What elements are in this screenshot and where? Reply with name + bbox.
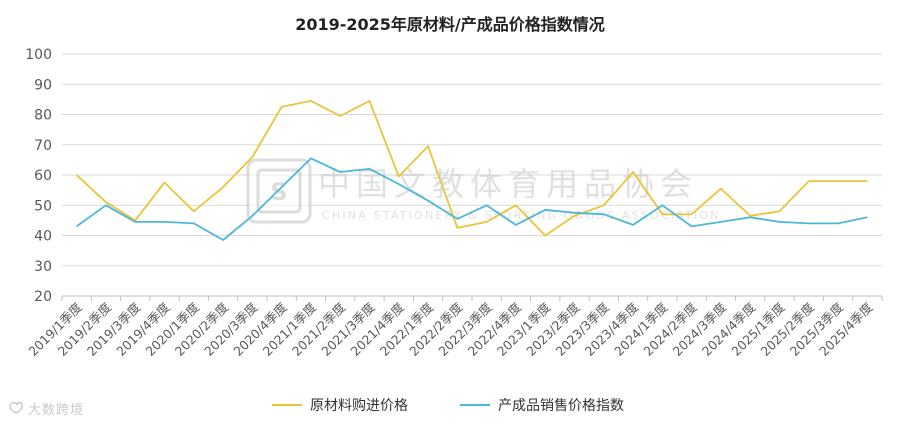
y-tick-label: 80 xyxy=(34,108,52,124)
y-tick-label: 60 xyxy=(34,168,52,184)
legend-label-1: 原材料购进价格 xyxy=(310,398,408,414)
x-axis-ticks: 2019/1季度2019/2季度2019/3季度2019/4季度2020/1季度… xyxy=(25,296,883,359)
y-tick-label: 50 xyxy=(34,198,52,214)
series-line-2 xyxy=(76,157,868,241)
y-tick-label: 30 xyxy=(34,259,52,275)
brand-watermark: 大数跨境 xyxy=(8,399,84,418)
watermark-logo-glyph: S xyxy=(270,178,287,206)
y-tick-label: 70 xyxy=(34,138,52,154)
watermark-cn-text: 中国文教体育用品协会 xyxy=(318,165,698,203)
y-axis-ticks: 20 30 40 50 60 70 80 90 100 xyxy=(25,47,52,305)
gridlines xyxy=(62,53,882,297)
series-layer xyxy=(75,100,868,241)
y-tick-label: 90 xyxy=(34,77,52,93)
chart-title: 2019-2025年原材料/产成品价格指数情况 xyxy=(295,15,605,34)
y-tick-label: 100 xyxy=(25,47,52,63)
legend: 原材料购进价格 产成品销售价格指数 xyxy=(272,398,624,414)
watermark-en-text: CHINA STATIONERY & SPORTING GOODS ASSOCI… xyxy=(322,209,721,222)
watermark-logo-inner xyxy=(256,168,302,214)
series-line-1 xyxy=(75,100,868,237)
legend-label-2: 产成品销售价格指数 xyxy=(498,398,624,414)
watermark: S 中国文教体育用品协会 CHINA STATIONERY & SPORTING… xyxy=(246,158,721,224)
y-tick-label: 40 xyxy=(34,229,52,245)
y-tick-label: 20 xyxy=(34,289,52,305)
brand-text: 大数跨境 xyxy=(28,403,85,418)
brand-logo-icon xyxy=(8,400,24,418)
